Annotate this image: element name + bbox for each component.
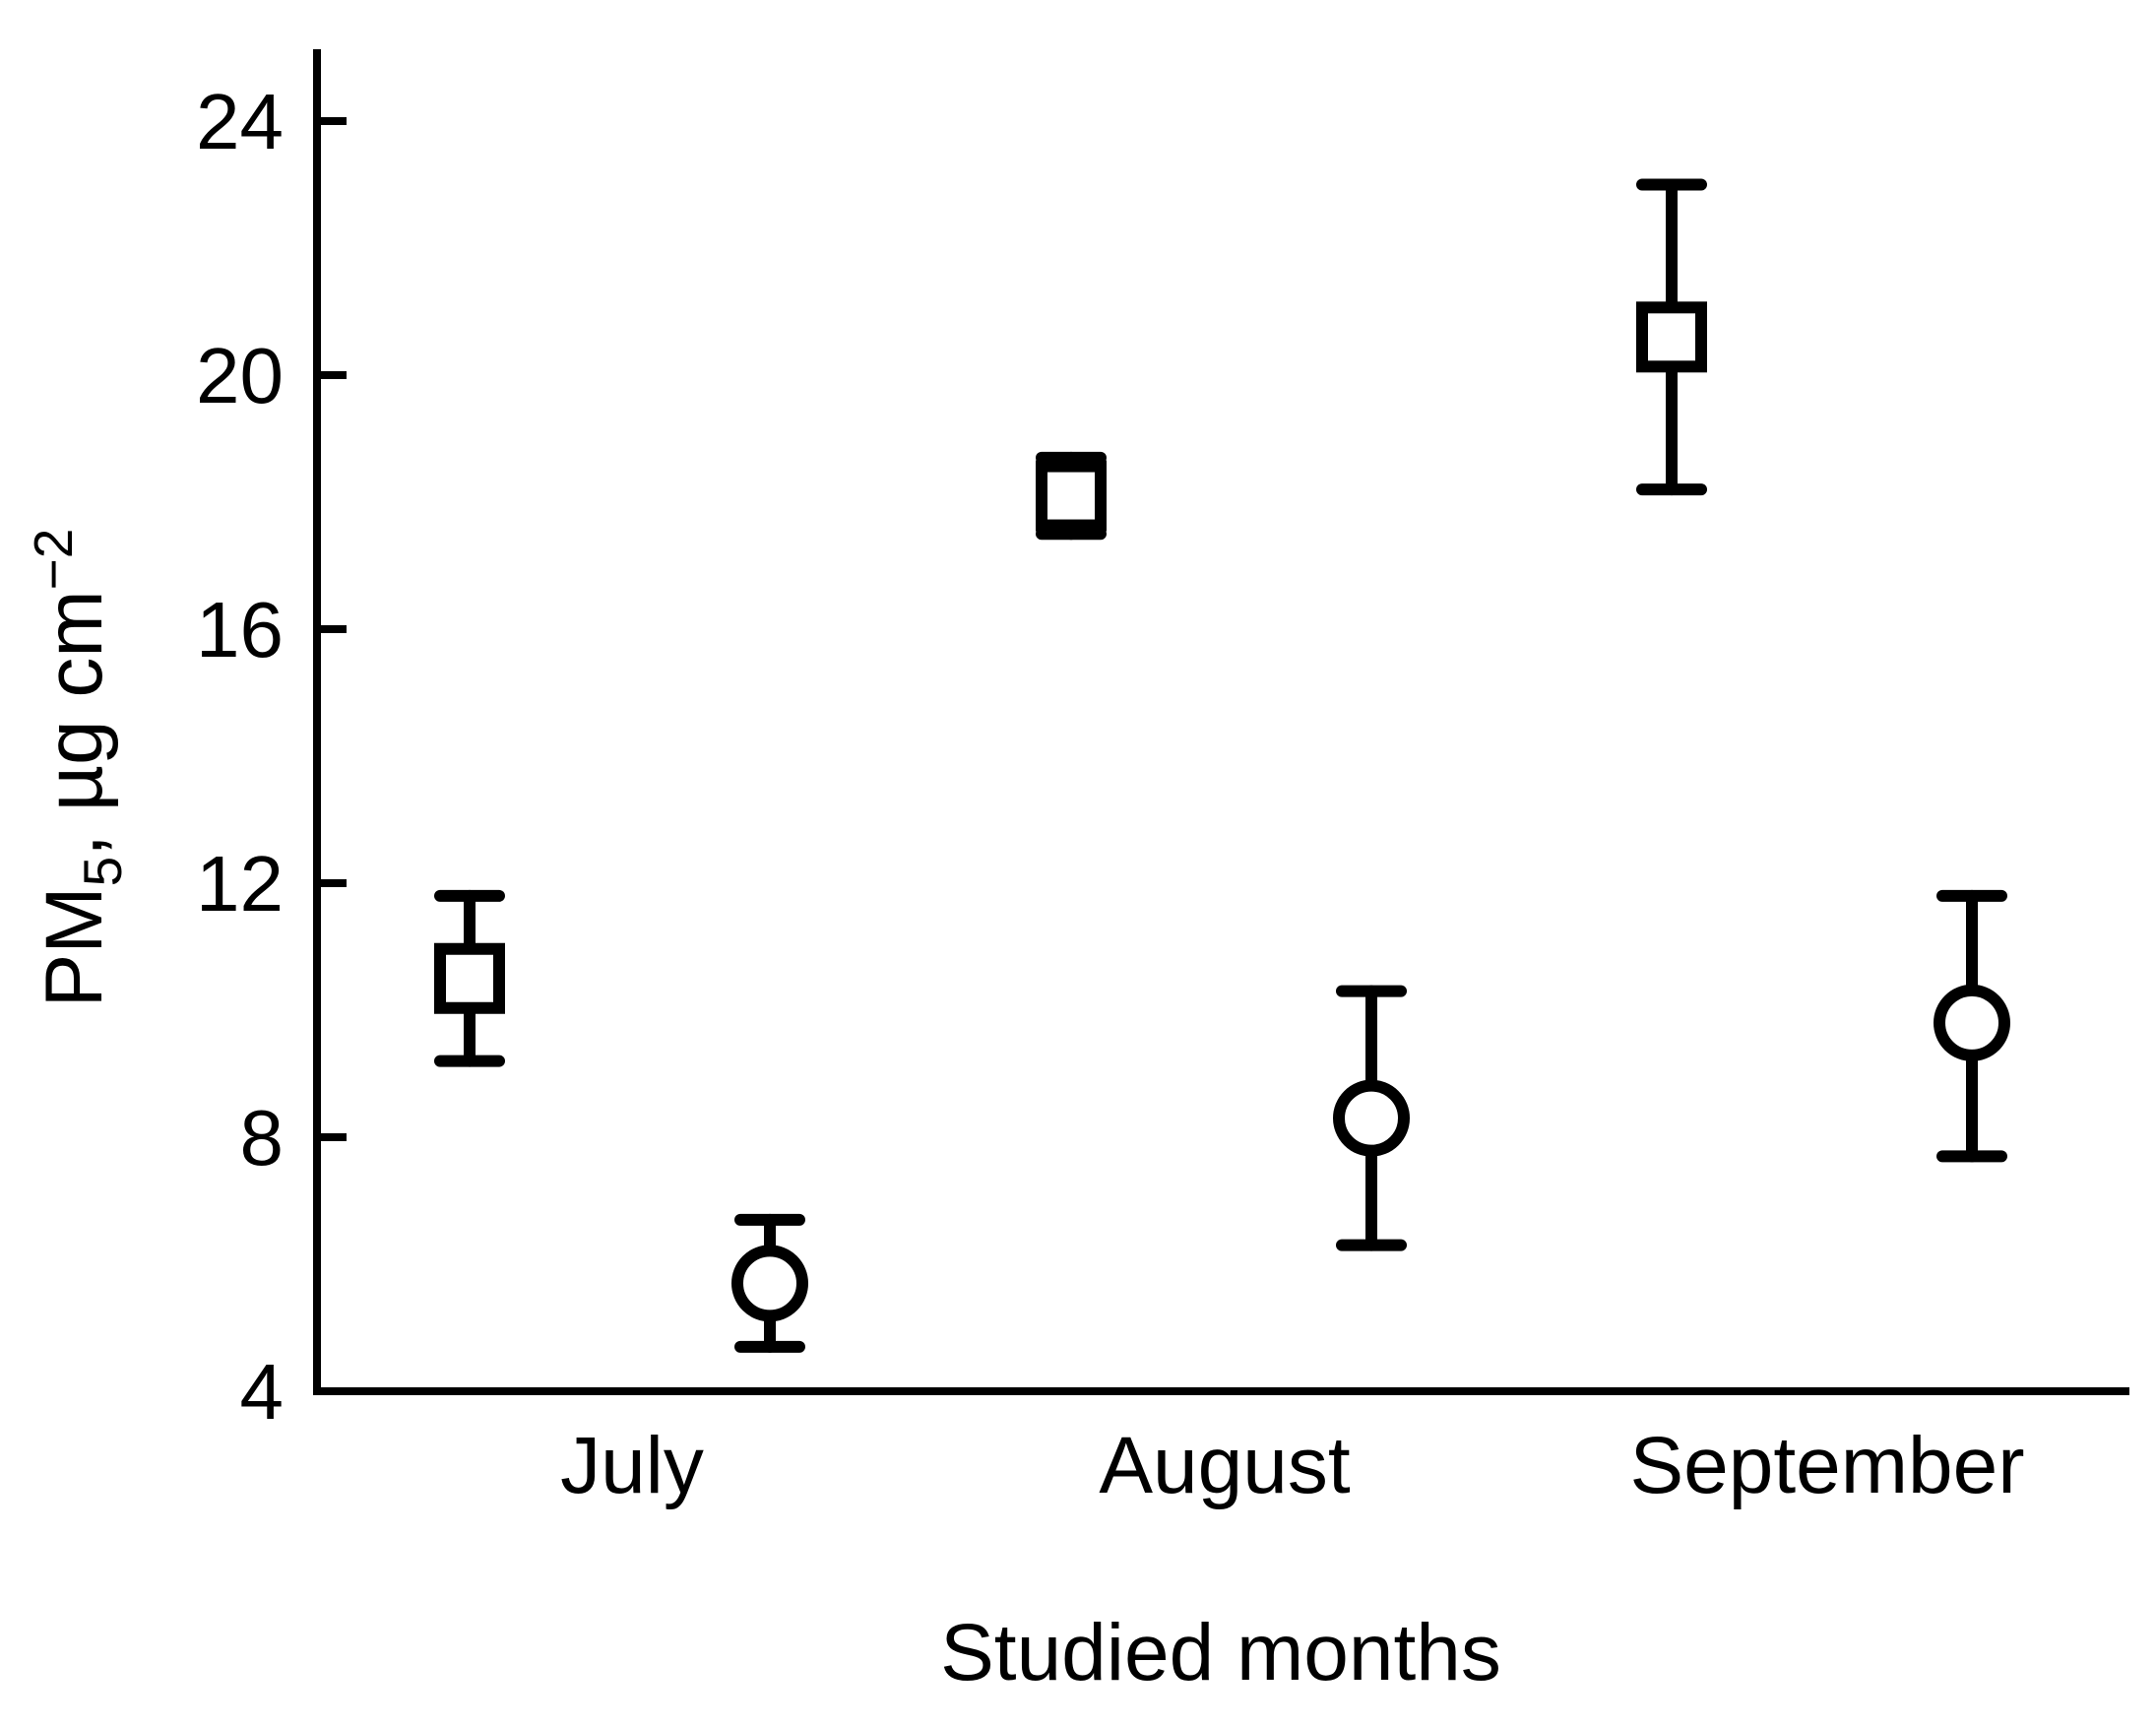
x-tick-label: August [1099,1421,1351,1510]
x-axis-title: Studied months [940,1608,1501,1697]
axes [313,49,2129,1395]
y-tick-label: 16 [196,586,284,673]
y-axis-title: PM5, µg cm−2 [23,529,133,1008]
data-point-square-september [1636,178,1707,496]
data-point-square-july [434,889,505,1067]
square-marker [434,942,505,1014]
y-title-mid: , µg cm [30,590,119,857]
y-tick-label: 24 [196,78,284,165]
data-point-circle-september [1934,889,2010,1163]
axis-titles: PM5, µg cm−2 Studied months [23,529,1501,1697]
y-tick-label: 12 [196,840,284,927]
x-tick-label: July [560,1421,704,1510]
data-point-circle-august [1333,985,1410,1251]
square-marker [1636,301,1707,373]
x-tick-label: September [1629,1421,2024,1510]
data-points [434,178,2010,1353]
y-tick-label: 4 [240,1348,285,1436]
circle-marker [731,1245,808,1322]
square-marker [1036,460,1107,532]
y-tick-labels: 4 8 12 16 20 24 [196,78,284,1436]
circle-marker [1934,984,2010,1061]
x-tick-labels: July August September [560,1421,2024,1510]
y-tick-label: 8 [240,1094,285,1182]
y-tick-label: 20 [196,332,284,419]
y-title-superscript: −2 [23,529,84,591]
circle-marker [1333,1079,1410,1157]
data-point-square-august [1036,451,1107,541]
y-title-base: PM [30,886,119,1007]
data-point-circle-july [731,1213,808,1353]
y-title-subscript: 5 [72,857,133,887]
